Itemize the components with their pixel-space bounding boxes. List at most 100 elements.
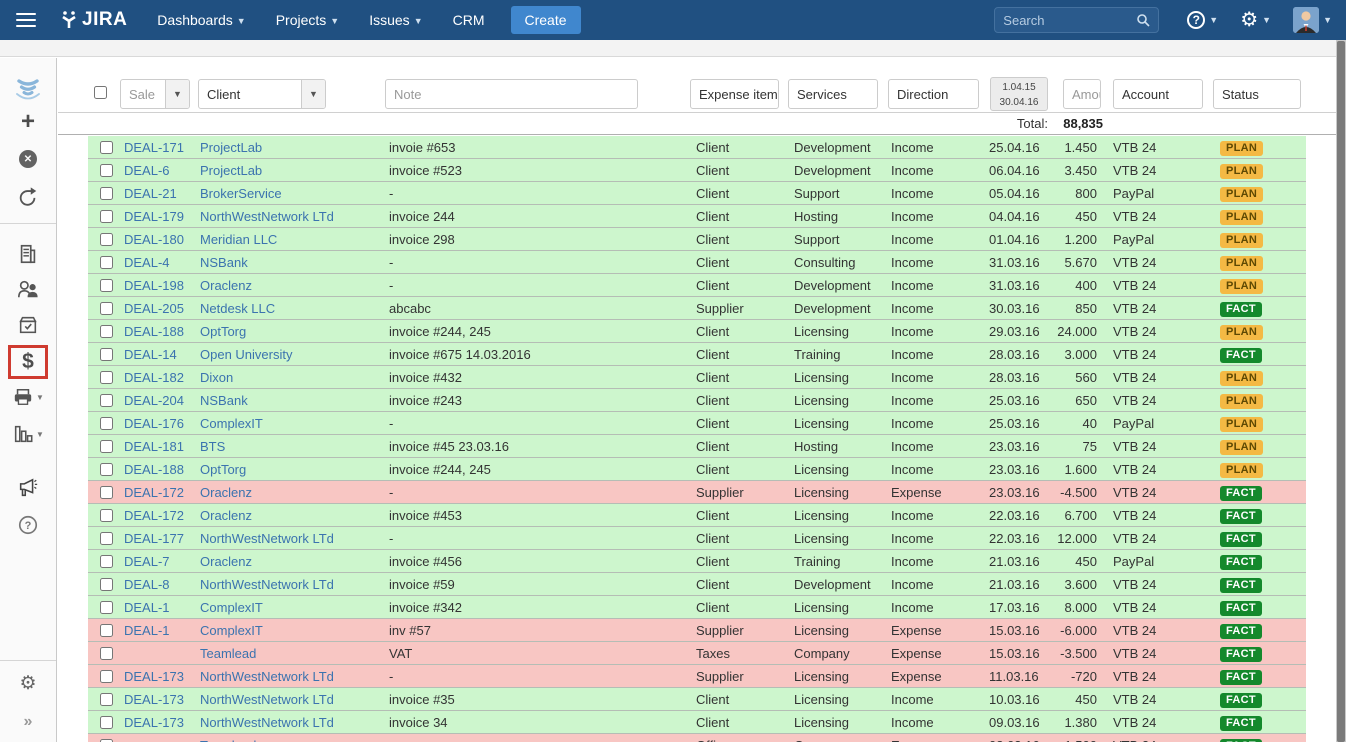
chevron-down-icon[interactable]: ▼ [165,80,189,108]
print-export-icon[interactable]: ▼ [0,384,56,410]
deal-id-link[interactable]: DEAL-188 [124,323,184,339]
company-link[interactable]: NSBank [200,392,248,408]
company-link[interactable]: ProjectLab [200,139,263,155]
deal-id-link[interactable]: DEAL-4 [124,254,170,270]
row-checkbox[interactable] [99,347,113,361]
deal-id-link[interactable]: DEAL-177 [124,530,184,546]
scrollbar-thumb[interactable] [1337,41,1345,742]
services-filter[interactable]: Services [788,79,878,109]
row-checkbox[interactable] [99,186,113,200]
company-link[interactable]: Dixon [200,369,234,385]
chevron-down-icon[interactable]: ▼ [301,80,325,108]
deal-id-link[interactable]: DEAL-21 [124,185,177,201]
finance-transactions-icon[interactable]: $ [22,350,34,373]
company-link[interactable]: Oraclenz [200,277,253,293]
deal-id-link[interactable]: DEAL-188 [124,461,184,477]
amount-filter[interactable]: Amount [1063,79,1101,109]
add-icon[interactable]: + [20,108,35,135]
vertical-scrollbar[interactable] [1336,40,1346,742]
help-icon[interactable]: ? [0,512,56,538]
nav-issues[interactable]: Issues ▼ [369,12,423,28]
hamburger-menu-icon[interactable] [16,13,36,27]
company-link[interactable]: NorthWestNetwork LTd [200,576,334,592]
row-checkbox[interactable] [99,600,113,614]
announcement-icon[interactable] [0,475,56,501]
company-link[interactable]: Teamlead [200,738,256,742]
company-link[interactable]: Meridian LLC [200,231,278,247]
jira-logo[interactable]: JIRA [60,9,127,31]
company-link[interactable]: ComplexIT [200,415,263,431]
company-link[interactable]: NorthWestNetwork LTd [200,668,334,684]
company-link[interactable]: NSBank [200,254,248,270]
row-checkbox[interactable] [99,439,113,453]
row-checkbox[interactable] [99,738,113,742]
row-checkbox[interactable] [99,370,113,384]
teamlead-crm-logo-icon[interactable] [0,77,56,103]
deal-id-link[interactable]: DEAL-181 [124,438,184,454]
deal-id-link[interactable]: DEAL-173 [124,714,184,730]
account-filter[interactable]: Account [1113,79,1203,109]
company-link[interactable]: NorthWestNetwork LTd [200,691,334,707]
company-link[interactable]: Oraclenz [200,553,253,569]
row-checkbox[interactable] [99,646,113,660]
row-checkbox[interactable] [99,416,113,430]
deal-id-link[interactable]: DEAL-172 [124,507,184,523]
deal-id-link[interactable]: DEAL-8 [124,576,170,592]
deal-id-link[interactable]: DEAL-179 [124,208,184,224]
row-checkbox[interactable] [99,531,113,545]
deal-id-link[interactable]: DEAL-1 [124,599,170,615]
row-checkbox[interactable] [99,623,113,637]
deal-id-link[interactable]: DEAL-14 [124,346,177,362]
companies-icon[interactable] [0,241,56,267]
company-link[interactable]: Netdesk LLC [200,300,276,316]
company-link[interactable]: ProjectLab [200,162,263,178]
settings-gear-icon[interactable]: ⚙ [19,672,37,694]
deal-id-link[interactable]: DEAL-172 [124,484,184,500]
row-checkbox[interactable] [99,715,113,729]
note-filter-input[interactable]: Note [385,79,638,109]
expand-sidebar-icon[interactable]: » [23,713,33,730]
user-profile-menu[interactable]: ▼ [1293,7,1332,33]
expense-items-filter[interactable]: Expense items [690,79,779,109]
row-checkbox[interactable] [99,462,113,476]
row-checkbox[interactable] [99,324,113,338]
row-checkbox[interactable] [99,393,113,407]
deal-id-link[interactable]: DEAL-205 [124,300,184,316]
nav-crm[interactable]: CRM [452,12,485,28]
company-link[interactable]: OptTorg [200,323,247,339]
deal-id-link[interactable]: DEAL-198 [124,277,184,293]
row-checkbox[interactable] [99,577,113,591]
row-checkbox[interactable] [99,232,113,246]
help-menu[interactable]: ? ▼ [1187,11,1218,29]
deal-id-link[interactable]: DEAL-180 [124,231,184,247]
row-checkbox[interactable] [99,301,113,315]
contacts-icon[interactable] [0,276,56,302]
date-range-filter[interactable]: 1.04.15 30.04.16 [990,77,1048,111]
row-checkbox[interactable] [99,209,113,223]
status-filter[interactable]: Status [1213,79,1301,109]
row-checkbox[interactable] [99,669,113,683]
deal-id-link[interactable]: DEAL-173 [124,691,184,707]
deal-id-link[interactable]: DEAL-6 [124,162,170,178]
company-link[interactable]: Oraclenz [200,507,253,523]
company-link[interactable]: Open University [200,346,293,362]
nav-projects[interactable]: Projects ▼ [275,12,340,28]
company-link[interactable]: Oraclenz [200,484,253,500]
company-link[interactable]: OptTorg [200,461,247,477]
deal-id-link[interactable]: DEAL-176 [124,415,184,431]
nav-dashboards[interactable]: Dashboards ▼ [157,12,246,28]
create-button[interactable]: Create [510,6,581,34]
company-link[interactable]: Teamlead [200,645,257,661]
deal-id-link[interactable]: DEAL-173 [124,668,184,684]
row-checkbox[interactable] [99,692,113,706]
select-all-checkbox[interactable] [94,86,107,99]
company-link[interactable]: NorthWestNetwork LTd [200,714,334,730]
sale-filter-dropdown[interactable]: Sale ▼ [120,79,190,109]
client-filter-dropdown[interactable]: Client ▼ [198,79,326,109]
row-checkbox[interactable] [99,554,113,568]
company-link[interactable]: NorthWestNetwork LTd [200,530,334,546]
row-checkbox[interactable] [99,163,113,177]
deal-id-link[interactable]: DEAL-7 [124,553,170,569]
company-link[interactable]: BTS [200,438,226,454]
products-icon[interactable] [0,312,56,338]
